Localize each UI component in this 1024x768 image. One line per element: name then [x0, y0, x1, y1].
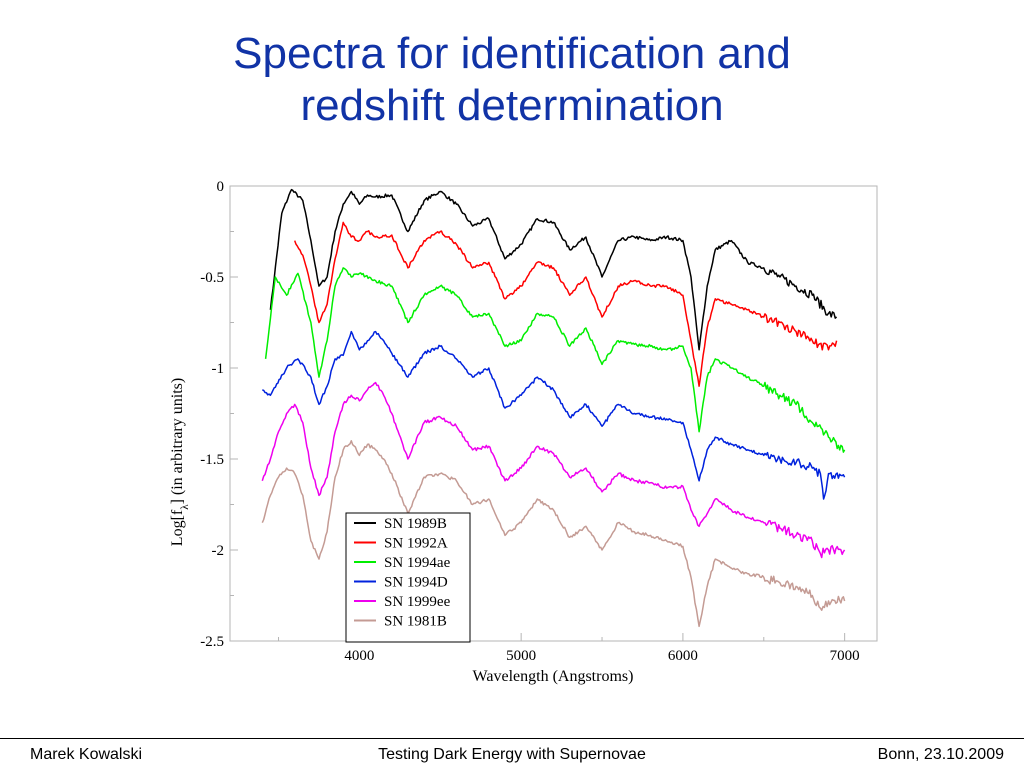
series-line-sn-1981b — [261, 440, 846, 628]
y-tick-label: -1 — [212, 361, 225, 377]
legend-label: SN 1989B — [384, 516, 447, 532]
footer-talk-title: Testing Dark Energy with Supernovae — [378, 746, 646, 763]
series-line-sn-1994d — [262, 330, 846, 500]
series-line-sn-1989b — [269, 188, 838, 351]
spectra-chart: 4000 5000 6000 7000 0 -0.5 -1 -1.5 -2 -2.5 SN 198… — [169, 179, 878, 685]
y-tick-label: -0.5 — [200, 270, 224, 286]
chart-series — [261, 188, 846, 628]
slide-title-line2: redshift determination — [300, 81, 724, 130]
y-tick-label: -2 — [212, 543, 225, 559]
x-tick-label: 5000 — [506, 648, 536, 664]
legend-label: SN 1992A — [384, 536, 448, 552]
y-tick-label: -1.5 — [200, 452, 224, 468]
y-axis-label-subscript: λ — [179, 504, 191, 510]
plot-frame — [229, 185, 878, 642]
series-line-sn-1994ae — [264, 267, 846, 453]
y-axis-label: Log[fλ] (in arbitrary units) — [169, 378, 191, 546]
footer-author: Marek Kowalski — [30, 746, 143, 763]
y-tick-label: -2.5 — [200, 634, 224, 650]
slide-title: Spectra for identification and redshift … — [0, 28, 1024, 132]
legend-label: SN 1981B — [384, 614, 447, 630]
x-tick-label: 6000 — [668, 648, 698, 664]
footer-divider — [0, 738, 1024, 739]
series-line-sn-1992a — [293, 221, 838, 387]
y-axis-label-prefix: Log[f — [169, 509, 186, 546]
x-tick-label: 4000 — [344, 648, 374, 664]
chart-legend: SN 1989B SN 1992A SN 1994ae SN 1994D SN 1999… — [345, 512, 471, 643]
y-axis-label-suffix: ] (in arbitrary units) — [169, 378, 186, 505]
legend-label: SN 1994D — [384, 575, 448, 591]
slide-title-line1: Spectra for identification and — [233, 29, 791, 78]
legend-label: SN 1994ae — [384, 555, 451, 571]
y-tick-label: 0 — [217, 179, 225, 195]
x-tick-label: 7000 — [830, 648, 860, 664]
legend-label: SN 1999ee — [384, 594, 451, 610]
chart-axes: 4000 5000 6000 7000 0 -0.5 -1 -1.5 -2 -2.5 — [200, 179, 878, 664]
footer-location-date: Bonn, 23.10.2009 — [877, 746, 1004, 763]
series-line-sn-1999ee — [261, 381, 846, 559]
legend-box — [345, 512, 471, 643]
x-axis-label: Wavelength (Angstroms) — [473, 668, 634, 685]
